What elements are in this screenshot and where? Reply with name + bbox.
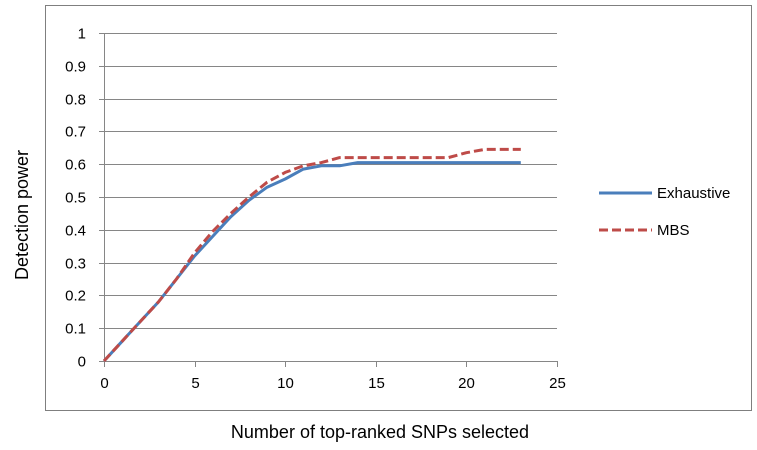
x-tick-label: 0 xyxy=(100,375,108,392)
y-tick-label: 1 xyxy=(78,26,86,43)
y-tick-label: 0.2 xyxy=(65,288,86,305)
y-tick-label: 0.1 xyxy=(65,321,86,338)
legend-label-mbs: MBS xyxy=(657,222,690,239)
y-tick-label: 0.7 xyxy=(65,124,86,141)
y-tick-label: 0.6 xyxy=(65,157,86,174)
x-tick-label: 5 xyxy=(191,375,199,392)
axes: 00.10.20.30.40.50.60.70.80.910 5 10 15 20 25 xyxy=(65,26,566,393)
y-tick-label: 0.5 xyxy=(65,190,86,207)
y-axis-title: Detection power xyxy=(12,150,32,280)
gridlines xyxy=(104,33,557,329)
x-tick-label: 15 xyxy=(368,375,385,392)
series-line-mbs xyxy=(102,147,521,363)
legend-label-exhaustive: Exhaustive xyxy=(657,185,730,202)
chart-border xyxy=(45,5,752,411)
series-lines xyxy=(102,147,521,363)
x-axis-title: Number of top-ranked SNPs selected xyxy=(231,422,529,442)
x-tick-label: 10 xyxy=(277,375,294,392)
legend: Exhaustive MBS xyxy=(599,185,730,239)
y-tick-label: 0 xyxy=(78,354,86,371)
x-tick-label: 20 xyxy=(458,375,475,392)
y-tick-label: 0.8 xyxy=(65,92,86,109)
y-tick-label: 0.4 xyxy=(65,223,86,240)
x-tick-label: 25 xyxy=(549,375,566,392)
y-tick-label: 0.9 xyxy=(65,59,86,76)
y-tick-label: 0.3 xyxy=(65,256,86,273)
